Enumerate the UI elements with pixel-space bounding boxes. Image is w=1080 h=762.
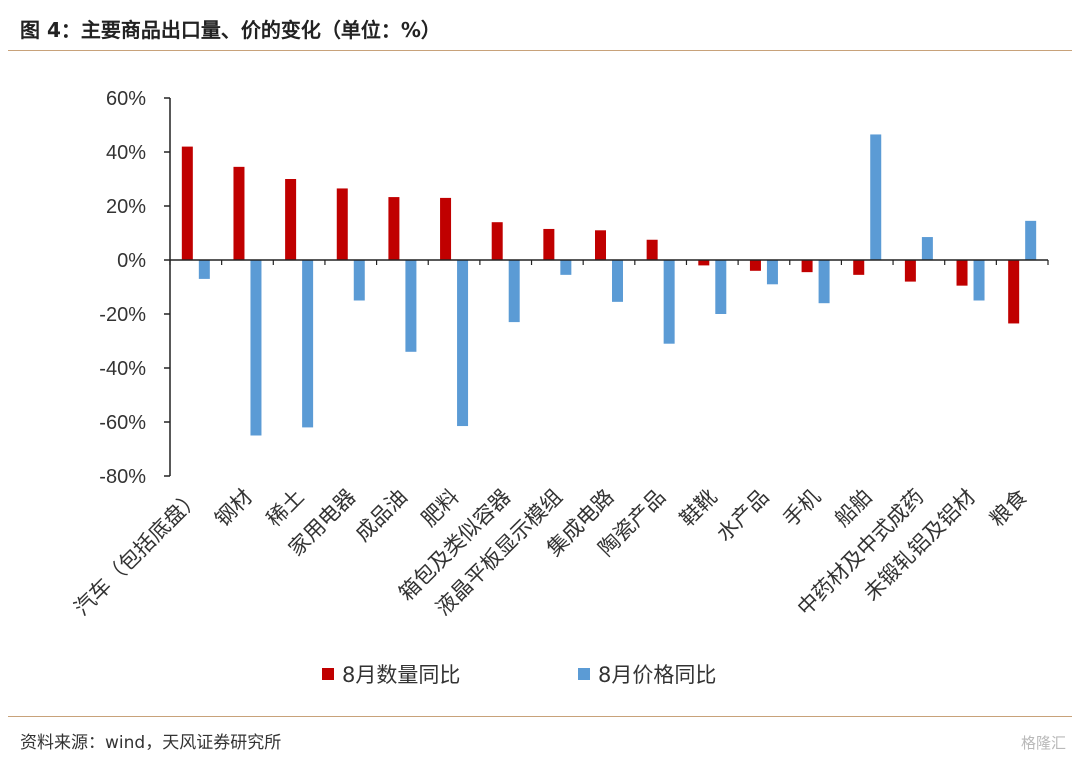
legend-swatch-price [578, 668, 590, 680]
bar-quantity [491, 222, 503, 260]
bar-price [663, 260, 675, 344]
chart-title: 图 4：主要商品出口量、价的变化（单位：%） [20, 18, 441, 42]
y-tick-label: 40% [106, 142, 146, 164]
bar-price [457, 260, 469, 427]
title-divider [8, 50, 1072, 51]
x-category-label: 粮食 [985, 485, 1032, 532]
bar-quantity [646, 239, 658, 260]
bar-price [973, 260, 985, 301]
bar-price [612, 260, 623, 302]
x-category-label: 船舶 [830, 485, 877, 532]
y-tick-label: -20% [99, 304, 146, 326]
bar-quantity [181, 146, 193, 260]
x-category-label: 水产品 [712, 485, 774, 547]
bar-price [818, 260, 830, 304]
bar-quantity [698, 260, 710, 266]
bar-price [508, 260, 520, 323]
bar-quantity [336, 188, 348, 260]
bar-price [353, 260, 365, 301]
bar-price [715, 260, 727, 314]
bar-price [302, 260, 314, 428]
legend-label-price: 8月价格同比 [598, 663, 716, 687]
legend-swatch-quantity [322, 668, 334, 680]
bars-group [181, 134, 1037, 436]
bar-price [870, 134, 882, 260]
bar-price [1025, 220, 1037, 260]
bar-quantity [388, 197, 400, 260]
x-category-label: 鞋靴 [675, 485, 722, 532]
bar-price [560, 260, 572, 275]
bar-quantity [285, 179, 297, 260]
legend: 8月数量同比 8月价格同比 [322, 663, 716, 687]
bar-quantity [749, 260, 761, 271]
x-category-label: 肥料 [417, 485, 464, 532]
source-note: 资料来源：wind，天风证券研究所 [20, 733, 282, 753]
bar-quantity [801, 260, 813, 273]
y-axis: 60% 40% 20% 0% -20% -40% -60% -80% [99, 88, 171, 488]
bar-quantity [233, 166, 245, 260]
y-tick-label: -80% [99, 466, 146, 488]
bar-quantity [1008, 260, 1020, 324]
bar-chart: 60% 40% 20% 0% -20% -40% -60% -80% 汽车（包括底盘） 钢材 稀土… [70, 88, 1049, 687]
x-category-label: 成品油 [350, 485, 412, 547]
bar-price [198, 260, 210, 279]
bar-price [250, 260, 262, 436]
x-category-label: 手机 [778, 485, 825, 532]
bar-quantity [904, 260, 916, 282]
bar-quantity [543, 228, 555, 260]
bar-price [405, 260, 417, 352]
watermark: 格隆汇 [1020, 734, 1066, 752]
y-tick-label: -60% [99, 412, 146, 434]
bar-price [921, 237, 933, 260]
x-category-label: 稀土 [262, 485, 309, 532]
footer-divider [8, 716, 1072, 717]
legend-label-quantity: 8月数量同比 [342, 663, 460, 687]
y-tick-label: 20% [106, 196, 146, 218]
x-category-label: 汽车（包括底盘） [70, 485, 206, 621]
y-tick-label: 0% [117, 250, 146, 272]
x-category-label: 钢材 [210, 485, 257, 532]
bar-quantity [595, 230, 606, 260]
bar-quantity [853, 260, 865, 275]
y-tick-label: -40% [99, 358, 146, 380]
bar-quantity [440, 197, 452, 260]
y-tick-label: 60% [106, 88, 146, 110]
bar-price [766, 260, 778, 285]
bar-quantity [956, 260, 968, 286]
